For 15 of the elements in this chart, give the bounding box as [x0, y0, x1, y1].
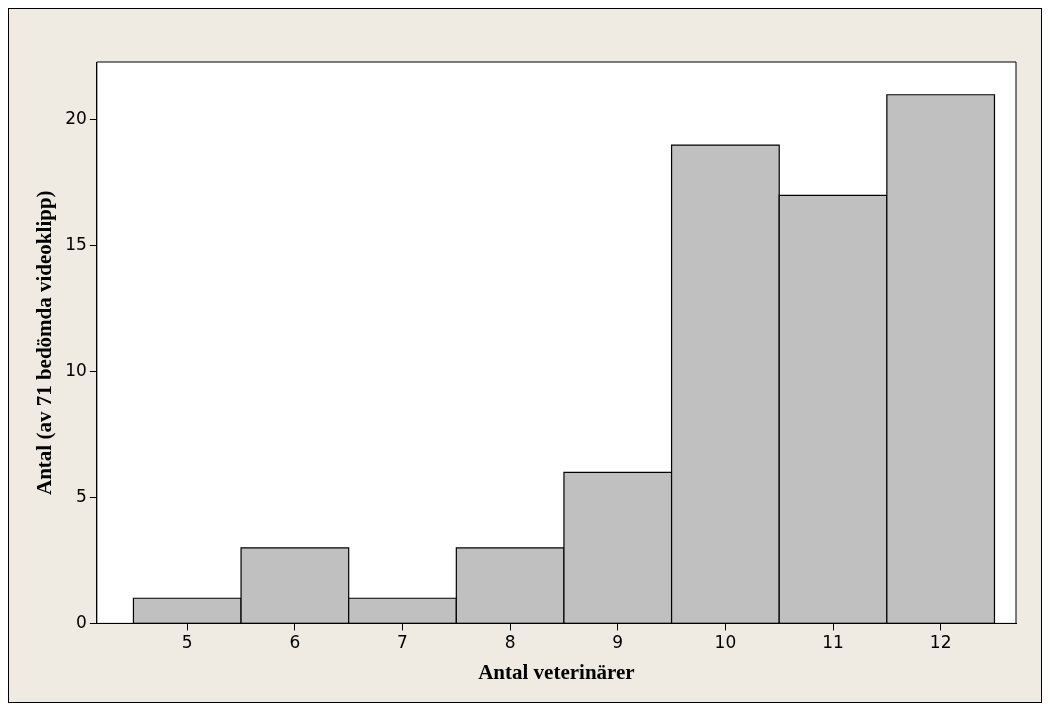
y-tick-label: 10: [65, 360, 87, 381]
y-tick-label: 5: [76, 485, 87, 506]
y-tick-label: 20: [65, 108, 87, 129]
x-axis-title: Antal veterinärer: [478, 659, 635, 684]
y-tick-label: 0: [76, 611, 87, 632]
x-tick-label: 10: [714, 632, 737, 653]
y-axis-title: Antal (av 71 bedömda videoklipp): [32, 190, 57, 495]
x-tick-label: 5: [181, 632, 193, 653]
x-tick-label: 12: [929, 632, 952, 653]
x-tick-label: 11: [822, 632, 844, 653]
x-tick-label: 6: [289, 632, 301, 653]
x-tick-label: 9: [612, 632, 624, 653]
x-tick-label: 8: [504, 632, 516, 653]
x-tick-label: 7: [397, 632, 408, 653]
y-tick-label: 15: [65, 234, 87, 255]
